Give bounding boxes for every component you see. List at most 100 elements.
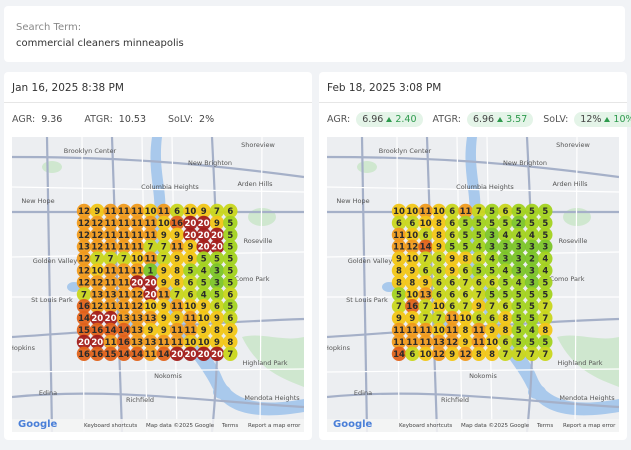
- rank-value: 9: [476, 302, 482, 312]
- rank-value: 10: [433, 302, 445, 312]
- rank-value: 6: [489, 278, 495, 288]
- rank-dot: [76, 239, 92, 254]
- rank-value: 11: [105, 338, 117, 348]
- rank-dot: [405, 239, 420, 254]
- map-brand: Google: [333, 419, 373, 430]
- rank-dot: [484, 215, 500, 231]
- rank-value: 16: [78, 302, 90, 312]
- rank-value: 9: [449, 267, 455, 277]
- rank-dot: [418, 299, 433, 314]
- rank-value: 5: [529, 314, 535, 324]
- rank-dot: [209, 299, 225, 314]
- rank-value: 5: [489, 207, 495, 217]
- rank-value: 7: [423, 302, 429, 312]
- metric-badge: 6.96 2.40: [356, 111, 423, 127]
- rank-value: 6: [449, 231, 455, 241]
- rank-dot: [90, 287, 105, 302]
- rank-dot: [196, 203, 211, 219]
- map-label: Arden Hills: [552, 180, 588, 188]
- rank-value: 20: [145, 290, 157, 300]
- rank-dot: [209, 334, 225, 350]
- rank-dot: [103, 299, 118, 314]
- map-label: Hopkins: [327, 344, 351, 352]
- rank-value: 13: [131, 326, 143, 336]
- rank-dot: [183, 346, 198, 361]
- rank-value: 10: [433, 207, 445, 217]
- rank-dot: [130, 227, 145, 242]
- rank-value: 11: [420, 207, 432, 217]
- rank-value: 12: [131, 290, 143, 300]
- rank-value: 7: [423, 314, 429, 324]
- rank-value: 12: [91, 278, 103, 288]
- rank-dot: [156, 215, 171, 231]
- rank-value: 9: [161, 302, 167, 312]
- rank-value: 9: [174, 231, 180, 241]
- map-label: St Louis Park: [31, 296, 73, 304]
- rank-dot: [445, 227, 460, 242]
- rank-value: 5: [227, 219, 233, 229]
- rank-value: 20: [211, 350, 223, 360]
- rank-dot: [223, 346, 238, 361]
- map-label: Arden Hills: [237, 180, 273, 188]
- rank-value: 11: [473, 326, 485, 336]
- rank-value: 5: [502, 278, 508, 288]
- rank-value: 11: [393, 231, 405, 241]
- rank-dot: [223, 203, 238, 219]
- rank-dot: [130, 275, 145, 290]
- rank-dot: [90, 322, 105, 338]
- rank-dot: [498, 322, 513, 338]
- rank-dot: [143, 322, 158, 338]
- rank-value: 11: [184, 326, 196, 336]
- rank-value: 5: [476, 231, 482, 241]
- rank-value: 6: [187, 278, 193, 288]
- rank-value: 11: [420, 326, 432, 336]
- arrow-shape: [604, 116, 611, 122]
- rank-value: 11: [131, 243, 143, 253]
- map-label: Nokomis: [154, 372, 182, 380]
- rank-dot: [76, 346, 92, 361]
- metric-label: SoLV:: [168, 113, 194, 125]
- rank-value: 20: [171, 350, 183, 360]
- rank-value: 11: [420, 338, 432, 348]
- rank-value: 20: [78, 338, 90, 348]
- rank-dot: [103, 287, 118, 302]
- rank-value: 6: [436, 278, 442, 288]
- rank-dot: [209, 263, 225, 278]
- rank-value: 14: [393, 350, 405, 360]
- rank-value: 5: [502, 290, 508, 300]
- rank-value: 9: [174, 314, 180, 324]
- rank-value: 12: [91, 231, 103, 241]
- rank-value: 10: [184, 302, 196, 312]
- rank-value: 20: [184, 350, 196, 360]
- rank-dot: [458, 239, 473, 254]
- rank-value: 5: [542, 338, 548, 348]
- rank-dot: [90, 263, 105, 278]
- rank-value: 11: [393, 243, 405, 253]
- rank-value: 16: [118, 338, 130, 348]
- rank-value: 9: [436, 243, 442, 253]
- rank-value: 5: [187, 267, 193, 277]
- rank-dot: [511, 334, 526, 350]
- rank-dot: [223, 334, 238, 350]
- rank-dot: [223, 215, 238, 231]
- rank-value: 10: [420, 219, 432, 229]
- rank-dot: [143, 299, 158, 314]
- rank-value: 20: [198, 219, 210, 229]
- metric-value: 12%: [580, 113, 602, 125]
- rank-dot: [116, 334, 132, 350]
- rank-dot: [130, 346, 145, 361]
- rank-dot: [538, 334, 553, 350]
- rank-value: 12: [78, 231, 90, 241]
- rank-dot: [471, 227, 486, 242]
- rank-value: 11: [118, 267, 130, 277]
- rank-dot: [538, 275, 553, 290]
- rank-dot: [405, 251, 420, 266]
- rank-value: 11: [131, 219, 143, 229]
- rank-dot: [76, 275, 92, 290]
- rank-dot: [524, 334, 540, 350]
- arrow-shape: [497, 116, 504, 122]
- rank-value: 11: [158, 207, 170, 217]
- rank-value: 13: [145, 314, 157, 324]
- rank-value: 5: [516, 314, 522, 324]
- rank-dot: [76, 263, 92, 278]
